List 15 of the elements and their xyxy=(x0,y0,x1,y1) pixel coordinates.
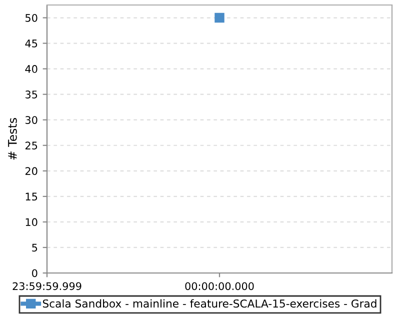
y-tick-label: 45 xyxy=(25,40,38,48)
y-tick-label: 10 xyxy=(26,218,38,226)
y-tick-label: 30 xyxy=(26,116,38,124)
y-tick-label: 20 xyxy=(25,167,38,176)
x-tick-label: 23:59:59.999 xyxy=(12,282,82,290)
legend-label: Scala Sandbox - mainline - feature-SCALA-15-exercises - Grad xyxy=(42,299,376,308)
y-tick-label: 25 xyxy=(25,142,38,150)
y-tick-label: 40 xyxy=(25,65,38,73)
y-tick-label: 5 xyxy=(32,244,38,252)
y-tick-label: 15 xyxy=(26,192,38,201)
y-axis-title: # Tests xyxy=(8,118,17,160)
y-tick-label: 0 xyxy=(32,269,38,278)
y-tick-label: 35 xyxy=(26,90,38,98)
y-tick-label: 50 xyxy=(26,14,38,22)
x-tick-label: 00:00:00.000 xyxy=(185,282,254,290)
